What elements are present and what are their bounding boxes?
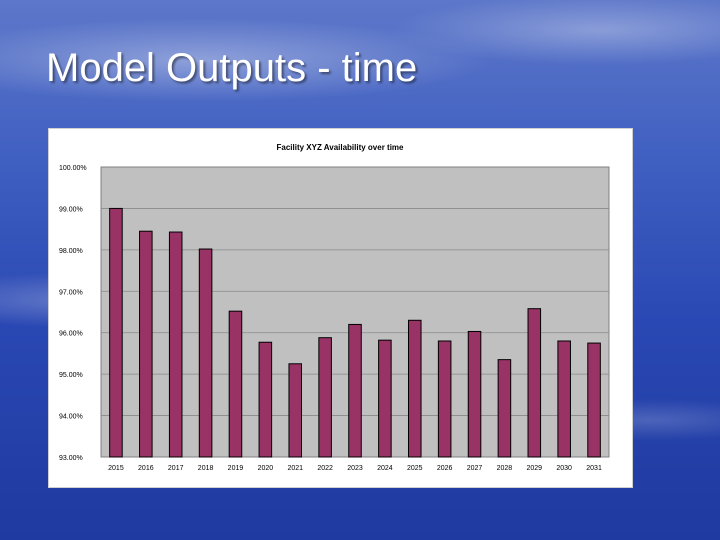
x-tick-label: 2021 <box>287 465 303 472</box>
bar-2019 <box>228 310 243 458</box>
bar-2030 <box>557 340 571 458</box>
chart-container: Facility XYZ Availability over time 93.0… <box>48 128 633 488</box>
bar-2016 <box>139 230 153 458</box>
bar-2022 <box>318 337 332 458</box>
bar-2020 <box>258 341 273 458</box>
x-tick-label: 2017 <box>168 465 184 472</box>
x-tick-label: 2031 <box>586 465 602 472</box>
y-tick-label: 96.00% <box>59 331 83 338</box>
slide-title: Model Outputs - time <box>46 46 418 90</box>
chart-title: Facility XYZ Availability over time <box>276 143 404 152</box>
x-tick-label: 2020 <box>258 465 274 472</box>
bar-2029 <box>527 308 542 458</box>
x-tick-label: 2023 <box>347 465 363 472</box>
x-tick-label: 2026 <box>437 465 453 472</box>
y-tick-label: 98.00% <box>59 248 83 255</box>
bar-2024 <box>378 339 392 458</box>
y-tick-label: 94.00% <box>59 414 83 421</box>
bar-2021 <box>288 363 303 458</box>
y-tick-label: 97.00% <box>59 289 83 296</box>
bars <box>109 207 601 458</box>
bar-2018 <box>198 248 213 458</box>
bar-2025 <box>407 319 422 458</box>
x-tick-label: 2018 <box>198 465 214 472</box>
bar-2023 <box>348 323 362 458</box>
y-tick-label: 99.00% <box>59 206 83 213</box>
bar-2026 <box>437 340 452 458</box>
x-tick-label: 2029 <box>527 465 543 472</box>
x-tick-label: 2030 <box>556 465 572 472</box>
bar-2027 <box>467 330 482 458</box>
y-tick-label: 95.00% <box>59 372 83 379</box>
y-tick-label: 100.00% <box>59 165 87 172</box>
bar-2028 <box>497 359 512 458</box>
x-tick-label: 2028 <box>497 465 513 472</box>
x-axis-ticks: 2015 2016 2017 2018 2019 2020 2021 2022 2023 2024… <box>108 465 602 472</box>
y-tick-label: 93.00% <box>59 455 83 462</box>
x-tick-label: 2019 <box>228 465 244 472</box>
x-tick-label: 2024 <box>377 465 393 472</box>
bar-2017 <box>168 231 183 458</box>
bar-2031 <box>587 342 601 458</box>
y-axis-ticks: 93.00% 94.00% 95.00% 96.00% 97.00% 98.00% 99.0… <box>59 165 87 462</box>
bar-chart: Facility XYZ Availability over time 93.0… <box>59 143 610 472</box>
gridlines <box>101 208 609 416</box>
x-tick-label: 2025 <box>407 465 423 472</box>
x-tick-label: 2015 <box>108 465 124 472</box>
bar-2015 <box>109 207 123 458</box>
x-tick-label: 2022 <box>317 465 333 472</box>
x-tick-label: 2027 <box>467 465 483 472</box>
x-tick-label: 2016 <box>138 465 154 472</box>
